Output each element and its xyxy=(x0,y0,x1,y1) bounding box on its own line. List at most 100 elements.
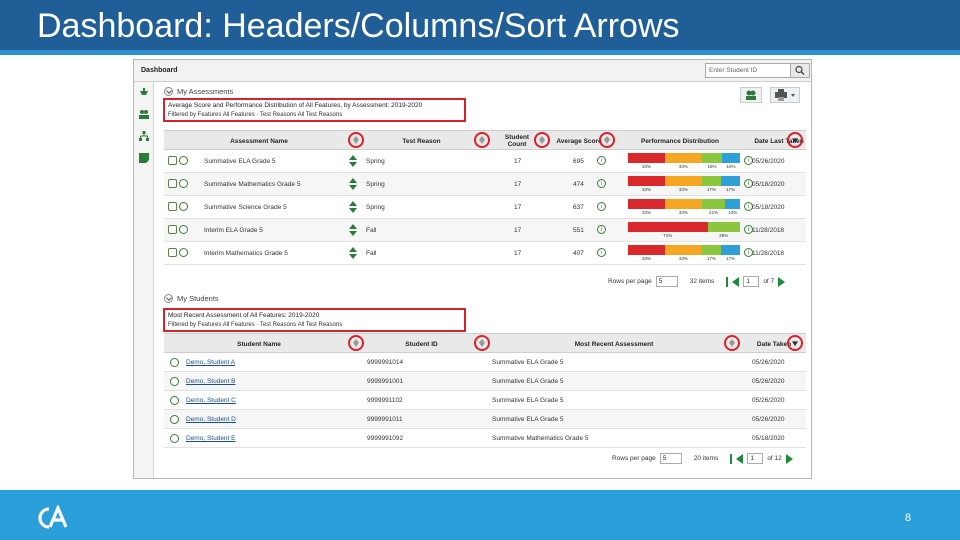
student-search-input[interactable]: Enter Student ID xyxy=(705,63,793,78)
info-icon[interactable]: i xyxy=(744,156,753,165)
magnify-icon[interactable] xyxy=(170,396,179,405)
student-name-link[interactable]: Demo, Student B xyxy=(186,378,236,385)
col-average-score[interactable]: Average Score xyxy=(556,137,602,145)
student-name-link[interactable]: Demo, Student A xyxy=(186,359,236,366)
col-test-reason[interactable]: Test Reason xyxy=(402,137,441,145)
reorder-arrows-icon[interactable] xyxy=(349,178,357,190)
assessment-name-cell[interactable]: Summative Science Grade 5 xyxy=(204,204,287,211)
next-page-arrow[interactable] xyxy=(785,453,793,464)
col-most-recent-assessment[interactable]: Most Recent Assessment xyxy=(574,340,654,348)
info-icon[interactable]: i xyxy=(744,202,753,211)
group-icon[interactable] xyxy=(138,108,150,120)
my-assessments-toggle[interactable]: My Assessments xyxy=(164,87,233,96)
performance-bar[interactable] xyxy=(628,153,740,163)
table-row[interactable]: Interim ELA Grade 5 Fall 17 551 i i 11/28/2018… xyxy=(164,219,806,242)
table-row[interactable]: Summative ELA Grade 5 Spring 17 695 i i 05/26/… xyxy=(164,150,806,173)
report-icon[interactable] xyxy=(168,225,177,234)
col-date-taken[interactable]: Date Taken xyxy=(756,340,792,348)
col-date-last-taken[interactable]: Date Last Taken xyxy=(754,137,804,145)
most-recent-assessment-cell: Summative Mathematics Grade 5 xyxy=(492,435,589,442)
footer-bar xyxy=(0,490,960,540)
info-icon[interactable]: i xyxy=(597,202,606,211)
rows-per-page-select[interactable]: 5 xyxy=(659,453,682,464)
report-icon[interactable] xyxy=(168,248,177,257)
reorder-arrows-icon[interactable] xyxy=(349,224,357,236)
assessment-name-cell[interactable]: Interim Mathematics Grade 5 xyxy=(204,250,288,257)
group-view-button[interactable] xyxy=(740,87,762,103)
note-icon[interactable] xyxy=(138,152,150,164)
table-row[interactable]: Demo, Student D 9999991011 Summative ELA G… xyxy=(164,410,806,429)
info-icon[interactable]: i xyxy=(597,156,606,165)
col-student-id[interactable]: Student ID xyxy=(405,340,438,348)
col-assessment-name[interactable]: Assessment Name xyxy=(230,137,288,145)
magnify-icon[interactable] xyxy=(170,358,179,367)
col-performance-distribution[interactable]: Performance Distribution xyxy=(640,137,719,145)
table-row[interactable]: Demo, Student E 9999991092 Summative Mathe… xyxy=(164,429,806,448)
reorder-arrows-icon[interactable] xyxy=(349,247,357,259)
sort-arrow-student-id[interactable] xyxy=(474,335,490,351)
info-icon[interactable]: i xyxy=(744,225,753,234)
magnify-icon[interactable] xyxy=(179,156,188,165)
table-row[interactable]: Demo, Student A 9999991014 Summative ELA G… xyxy=(164,353,806,372)
sort-arrow-assessment-name[interactable] xyxy=(348,132,364,148)
print-button[interactable] xyxy=(770,87,800,103)
assessment-name-cell[interactable]: Summative ELA Grade 5 xyxy=(204,158,276,165)
col-student-name[interactable]: Student Name xyxy=(237,340,281,348)
report-icon[interactable] xyxy=(168,179,177,188)
search-button[interactable] xyxy=(790,63,810,78)
report-icon[interactable] xyxy=(168,156,177,165)
magnify-icon[interactable] xyxy=(179,202,188,211)
date-taken-cell: 05/26/2020 xyxy=(752,359,785,366)
sort-arrow-date-taken[interactable] xyxy=(787,335,803,351)
sort-arrow-most-recent-assessment[interactable] xyxy=(724,335,740,351)
student-id-cell: 9999991102 xyxy=(367,397,403,404)
org-chart-icon[interactable] xyxy=(138,130,150,142)
sort-arrow-student-count[interactable] xyxy=(534,132,550,148)
ship-icon[interactable] xyxy=(138,86,150,98)
student-name-link[interactable]: Demo, Student C xyxy=(186,397,236,404)
magnify-icon[interactable] xyxy=(179,225,188,234)
sort-arrow-student-name[interactable] xyxy=(348,335,364,351)
sort-arrow-average-score[interactable] xyxy=(599,132,615,148)
rows-per-page-select[interactable]: 5 xyxy=(655,276,678,287)
info-icon[interactable]: i xyxy=(597,179,606,188)
test-reason-cell: Fall xyxy=(366,227,377,234)
magnify-icon[interactable] xyxy=(170,377,179,386)
prev-page-arrow[interactable] xyxy=(736,453,744,464)
magnify-icon[interactable] xyxy=(179,179,188,188)
performance-bar[interactable] xyxy=(628,176,740,186)
prev-page-arrow[interactable] xyxy=(732,276,740,287)
report-icon[interactable] xyxy=(168,202,177,211)
first-page-bar[interactable] xyxy=(730,453,733,464)
info-icon[interactable]: i xyxy=(597,225,606,234)
page-input[interactable]: 1 xyxy=(743,276,760,287)
table-row[interactable]: Demo, Student C 9999991102 Summative ELA G… xyxy=(164,391,806,410)
student-name-link[interactable]: Demo, Student D xyxy=(186,416,236,423)
next-page-arrow[interactable] xyxy=(778,276,786,287)
info-icon[interactable]: i xyxy=(597,248,606,257)
table-row[interactable]: Summative Science Grade 5 Spring 17 637 i i 05… xyxy=(164,196,806,219)
magnify-icon[interactable] xyxy=(170,434,179,443)
assessment-name-cell[interactable]: Summative Mathematics Grade 5 xyxy=(204,181,301,188)
magnify-icon[interactable] xyxy=(179,248,188,257)
student-name-link[interactable]: Demo, Student E xyxy=(186,435,236,442)
info-icon[interactable]: i xyxy=(744,248,753,257)
performance-percent-label: 33% xyxy=(641,187,651,192)
table-row[interactable]: Summative Mathematics Grade 5 Spring 17 474… xyxy=(164,173,806,196)
performance-bar[interactable] xyxy=(628,245,740,255)
info-icon[interactable]: i xyxy=(744,179,753,188)
performance-bar[interactable] xyxy=(628,222,740,232)
sort-arrow-date-last-taken[interactable] xyxy=(787,132,803,148)
sort-arrow-test-reason[interactable] xyxy=(474,132,490,148)
page-input[interactable]: 1 xyxy=(747,453,764,464)
table-row[interactable]: Interim Mathematics Grade 5 Fall 17 407 i i 11… xyxy=(164,242,806,265)
my-students-toggle[interactable]: My Students xyxy=(164,294,219,303)
performance-bar[interactable] xyxy=(628,199,740,209)
reorder-arrows-icon[interactable] xyxy=(349,201,357,213)
table-row[interactable]: Demo, Student B 9999991001 Summative ELA G… xyxy=(164,372,806,391)
reorder-arrows-icon[interactable] xyxy=(349,155,357,167)
assessment-name-cell[interactable]: Interim ELA Grade 5 xyxy=(204,227,263,234)
first-page-bar[interactable] xyxy=(726,276,729,287)
magnify-icon[interactable] xyxy=(170,415,179,424)
col-student-count[interactable]: Student Count xyxy=(504,134,530,148)
